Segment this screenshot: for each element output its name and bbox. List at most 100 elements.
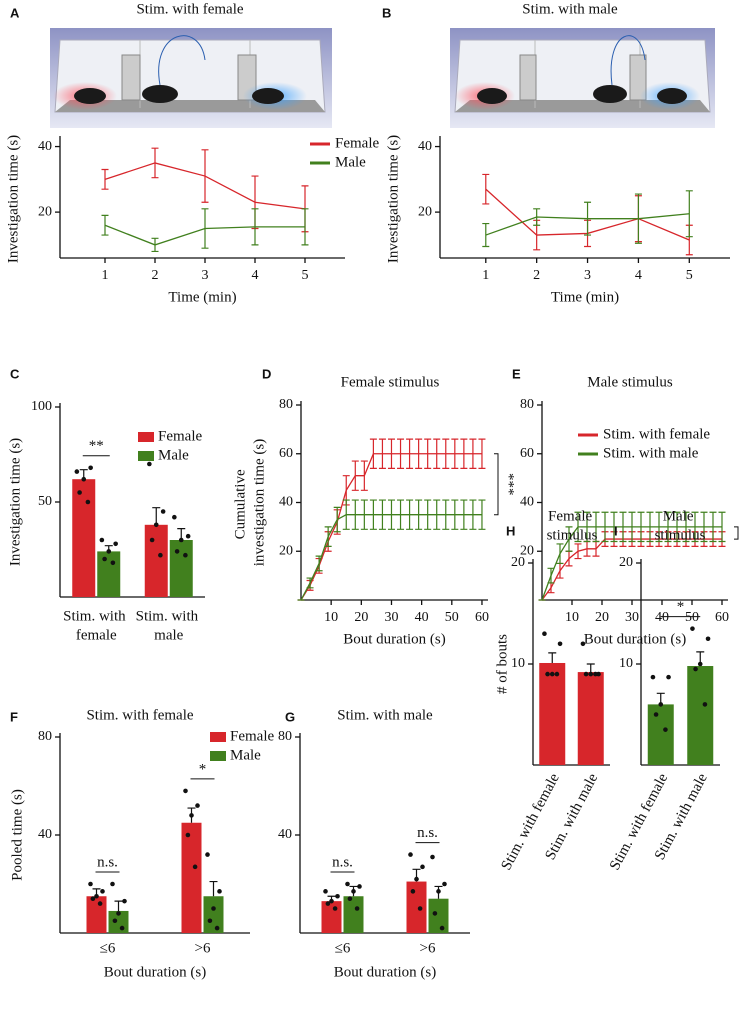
significance-label: n.s. [332, 854, 353, 870]
y-axis-label: # of bouts [494, 634, 510, 694]
data-point [100, 889, 105, 894]
data-point [436, 889, 441, 894]
error-bar [397, 438, 405, 469]
error-bar [378, 499, 386, 530]
panel-title: Female stimulus [341, 374, 440, 390]
y-tick-label: 10 [511, 656, 525, 671]
data-point [702, 702, 708, 707]
data-point [119, 925, 125, 931]
y-tick-label: 60 [520, 446, 534, 461]
y-tick-label: 20 [511, 555, 525, 570]
panel-title: Male stimulus [587, 374, 673, 390]
data-point [85, 499, 91, 505]
legend-label: Female [335, 135, 379, 151]
data-point [102, 556, 107, 562]
error-bar [718, 511, 726, 543]
legend-label: Stim. with female [603, 426, 710, 442]
bar [181, 822, 202, 933]
y-tick-label: 20 [38, 204, 52, 219]
x-tick-label: 1 [482, 268, 489, 283]
data-point [99, 537, 105, 543]
x-tick-label: 20 [354, 610, 368, 625]
panel-label: G [285, 709, 295, 724]
legend-swatch [138, 432, 154, 442]
x-tick-label: >6 [195, 940, 211, 956]
arena-illustration-a [50, 28, 332, 128]
data-point [593, 671, 598, 677]
data-point [442, 881, 447, 887]
data-point [217, 889, 222, 894]
data-point [658, 702, 664, 707]
x-tick-label: ≤6 [100, 940, 116, 956]
y-tick-label: 40 [278, 827, 292, 842]
bar [86, 896, 107, 933]
error-bar [469, 438, 477, 469]
data-point [420, 864, 425, 870]
error-bar [709, 511, 717, 543]
error-bar [700, 511, 708, 543]
legend-swatch [138, 451, 154, 461]
data-point [325, 901, 331, 906]
error-bar [673, 511, 681, 543]
x-axis-label: Bout duration (s) [104, 964, 207, 980]
data-point [439, 925, 445, 931]
x-tick-label: 5 [686, 268, 693, 283]
legend-label: Female [230, 728, 274, 744]
error-bar [360, 499, 368, 530]
data-point [214, 925, 220, 931]
error-bar [315, 555, 323, 572]
x-tick-label: 10 [324, 610, 338, 625]
y-tick-label: 10 [619, 656, 633, 671]
significance-bracket [494, 453, 499, 516]
legend-label: Female [158, 428, 202, 444]
y-axis-label: Cumulative investigation time (s) [233, 439, 268, 566]
significance-label: * [199, 761, 207, 777]
significance-label: *** [501, 473, 517, 496]
data-point [357, 884, 362, 889]
error-bar [565, 526, 573, 552]
x-axis-label: Bout duration (s) [343, 631, 446, 647]
y-axis-label: Pooled time (s) [9, 789, 25, 881]
error-bar [151, 237, 159, 253]
data-point [116, 911, 121, 916]
bar [97, 551, 121, 597]
significance-label: n.s. [97, 854, 118, 870]
data-point [417, 906, 423, 911]
error-bar [151, 147, 159, 179]
error-bar [333, 506, 341, 533]
panel-title: Stim. with male [522, 1, 618, 17]
data-point [554, 671, 560, 677]
y-tick-label: 40 [520, 495, 534, 510]
data-point [347, 896, 353, 901]
x-axis-label: Time (min) [551, 289, 619, 305]
error-bar [691, 511, 699, 543]
data-point [205, 852, 210, 857]
data-point [408, 852, 413, 857]
error-bar [324, 526, 332, 547]
error-bar [682, 511, 690, 543]
x-tick-label: 40 [415, 610, 429, 625]
error-bar [482, 222, 490, 248]
error-bar [547, 567, 555, 584]
error-bar [664, 511, 672, 543]
legend-label: Male [335, 154, 366, 170]
data-point [97, 901, 103, 906]
panel-title: Stim. with female [86, 707, 193, 723]
data-point [410, 889, 416, 894]
data-point [110, 881, 115, 887]
error-bar [460, 499, 468, 530]
error-bar [369, 438, 377, 469]
bar [169, 540, 193, 597]
bar [72, 479, 96, 597]
x-tick-label: 50 [445, 610, 459, 625]
data-point [74, 469, 80, 474]
data-point [693, 666, 698, 672]
x-tick-label: 3 [202, 268, 209, 283]
bar [406, 881, 427, 933]
data-point [414, 876, 419, 882]
y-tick-label: 40 [279, 495, 293, 510]
error-bar [101, 168, 109, 190]
significance-label: ** [89, 438, 104, 454]
significance-label: * [677, 599, 685, 615]
